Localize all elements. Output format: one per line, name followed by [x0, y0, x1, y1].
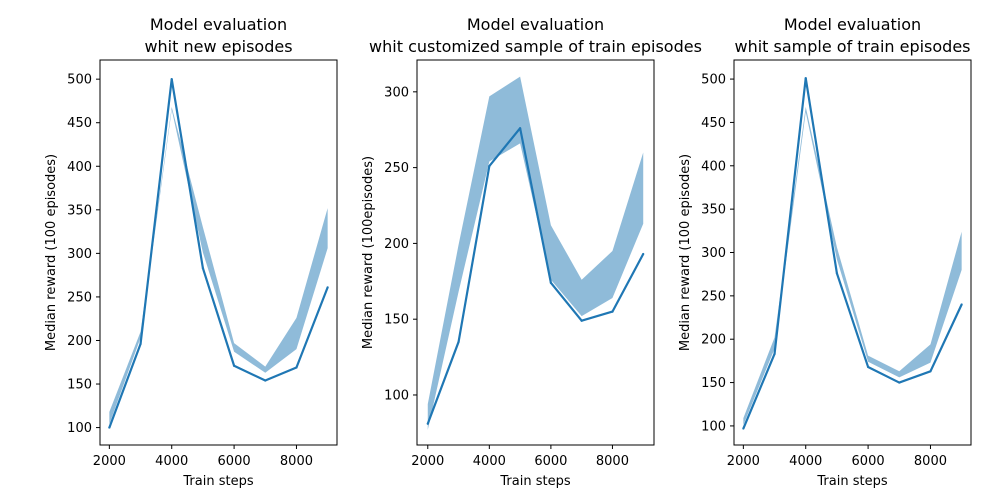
y-tick-label: 100 [701, 419, 726, 434]
data-point [295, 366, 298, 369]
data-point [866, 365, 870, 369]
x-tick-label: 8000 [280, 454, 313, 469]
chart-title-line: whit sample of train episodes [734, 37, 970, 56]
y-tick-label: 350 [701, 203, 726, 218]
chart-title-line: Model evaluation [784, 15, 921, 34]
y-tick-label: 100 [67, 421, 92, 436]
data-point [426, 422, 429, 425]
y-tick-label: 150 [67, 378, 92, 393]
plot-frame [733, 59, 972, 446]
y-tick-label: 400 [67, 160, 92, 175]
chart-panel-2: Model evaluation whit customized sample o… [361, 15, 702, 489]
x-tick-label: 4000 [789, 454, 822, 469]
data-point [326, 286, 329, 289]
data-point [773, 352, 776, 356]
chart-panel-3: Model evaluation whit sample of train epi… [678, 15, 972, 489]
median-reward-line [108, 78, 329, 428]
x-tick-label: 8000 [914, 454, 947, 469]
plot-frame [99, 59, 338, 446]
x-tick-label: 2000 [411, 454, 444, 469]
x-tick-label: 6000 [852, 454, 885, 469]
y-axis-label: Median reward (100 episodes) [678, 154, 693, 351]
chart-title-line: Model evaluation [150, 15, 287, 34]
data-point [549, 281, 552, 284]
x-axis-label: Train steps [816, 474, 887, 489]
data-point [960, 303, 963, 306]
data-point [742, 427, 745, 430]
y-tick-label: 250 [701, 289, 726, 304]
y-tick-label: 150 [701, 376, 726, 391]
y-tick-label: 500 [701, 73, 726, 88]
data-point [232, 364, 236, 367]
x-tick-label: 6000 [218, 454, 251, 469]
x-tick-label: 2000 [93, 454, 126, 469]
y-tick-label: 300 [384, 85, 409, 100]
data-point [835, 272, 839, 275]
y-axis-label: Median reward (100episodes) [361, 156, 376, 349]
data-point [108, 426, 111, 429]
y-tick-label: 400 [701, 159, 726, 174]
chart-title-line: whit new episodes [144, 37, 292, 56]
x-tick-label: 8000 [596, 454, 629, 469]
data-point [264, 379, 267, 382]
y-tick-label: 250 [67, 290, 92, 305]
data-point [580, 319, 583, 322]
y-tick-label: 450 [701, 116, 726, 131]
chart-panel-1: Model evaluation whit new episodes 2000 400… [44, 15, 338, 489]
x-tick-label: 4000 [473, 454, 506, 469]
data-point [611, 310, 614, 313]
data-point [201, 267, 205, 270]
median-reward-line [742, 77, 963, 429]
x-axis-label: Train steps [499, 474, 570, 489]
y-tick-label: 200 [384, 237, 409, 252]
x-tick-label: 4000 [155, 454, 188, 469]
y-tick-label: 250 [384, 161, 409, 176]
reward-range-band [109, 107, 328, 425]
chart-title-line: Model evaluation [467, 15, 604, 34]
data-point [457, 340, 460, 344]
plot-frame [416, 59, 655, 446]
y-tick-label: 150 [384, 313, 409, 328]
data-point [139, 342, 142, 346]
reward-range-band [427, 76, 644, 430]
data-point [519, 127, 522, 130]
x-tick-label: 6000 [534, 454, 567, 469]
y-axis-label: Median reward (100 episodes) [44, 154, 59, 351]
data-point [804, 77, 807, 80]
data-point [488, 165, 491, 168]
y-tick-label: 200 [701, 333, 726, 348]
y-tick-label: 500 [67, 73, 92, 88]
data-point [929, 370, 932, 373]
y-tick-label: 100 [384, 388, 409, 403]
x-tick-label: 2000 [727, 454, 760, 469]
y-tick-label: 450 [67, 116, 92, 131]
chart-title-line: whit customized sample of train episodes [369, 37, 702, 56]
data-point [170, 78, 173, 81]
y-tick-label: 200 [67, 334, 92, 349]
reward-range-band [743, 106, 962, 426]
x-axis-label: Train steps [182, 474, 253, 489]
y-tick-label: 300 [67, 247, 92, 262]
median-reward-line [426, 127, 645, 425]
data-point [642, 252, 645, 256]
y-tick-label: 300 [701, 246, 726, 261]
data-point [898, 381, 901, 384]
y-tick-label: 350 [67, 203, 92, 218]
